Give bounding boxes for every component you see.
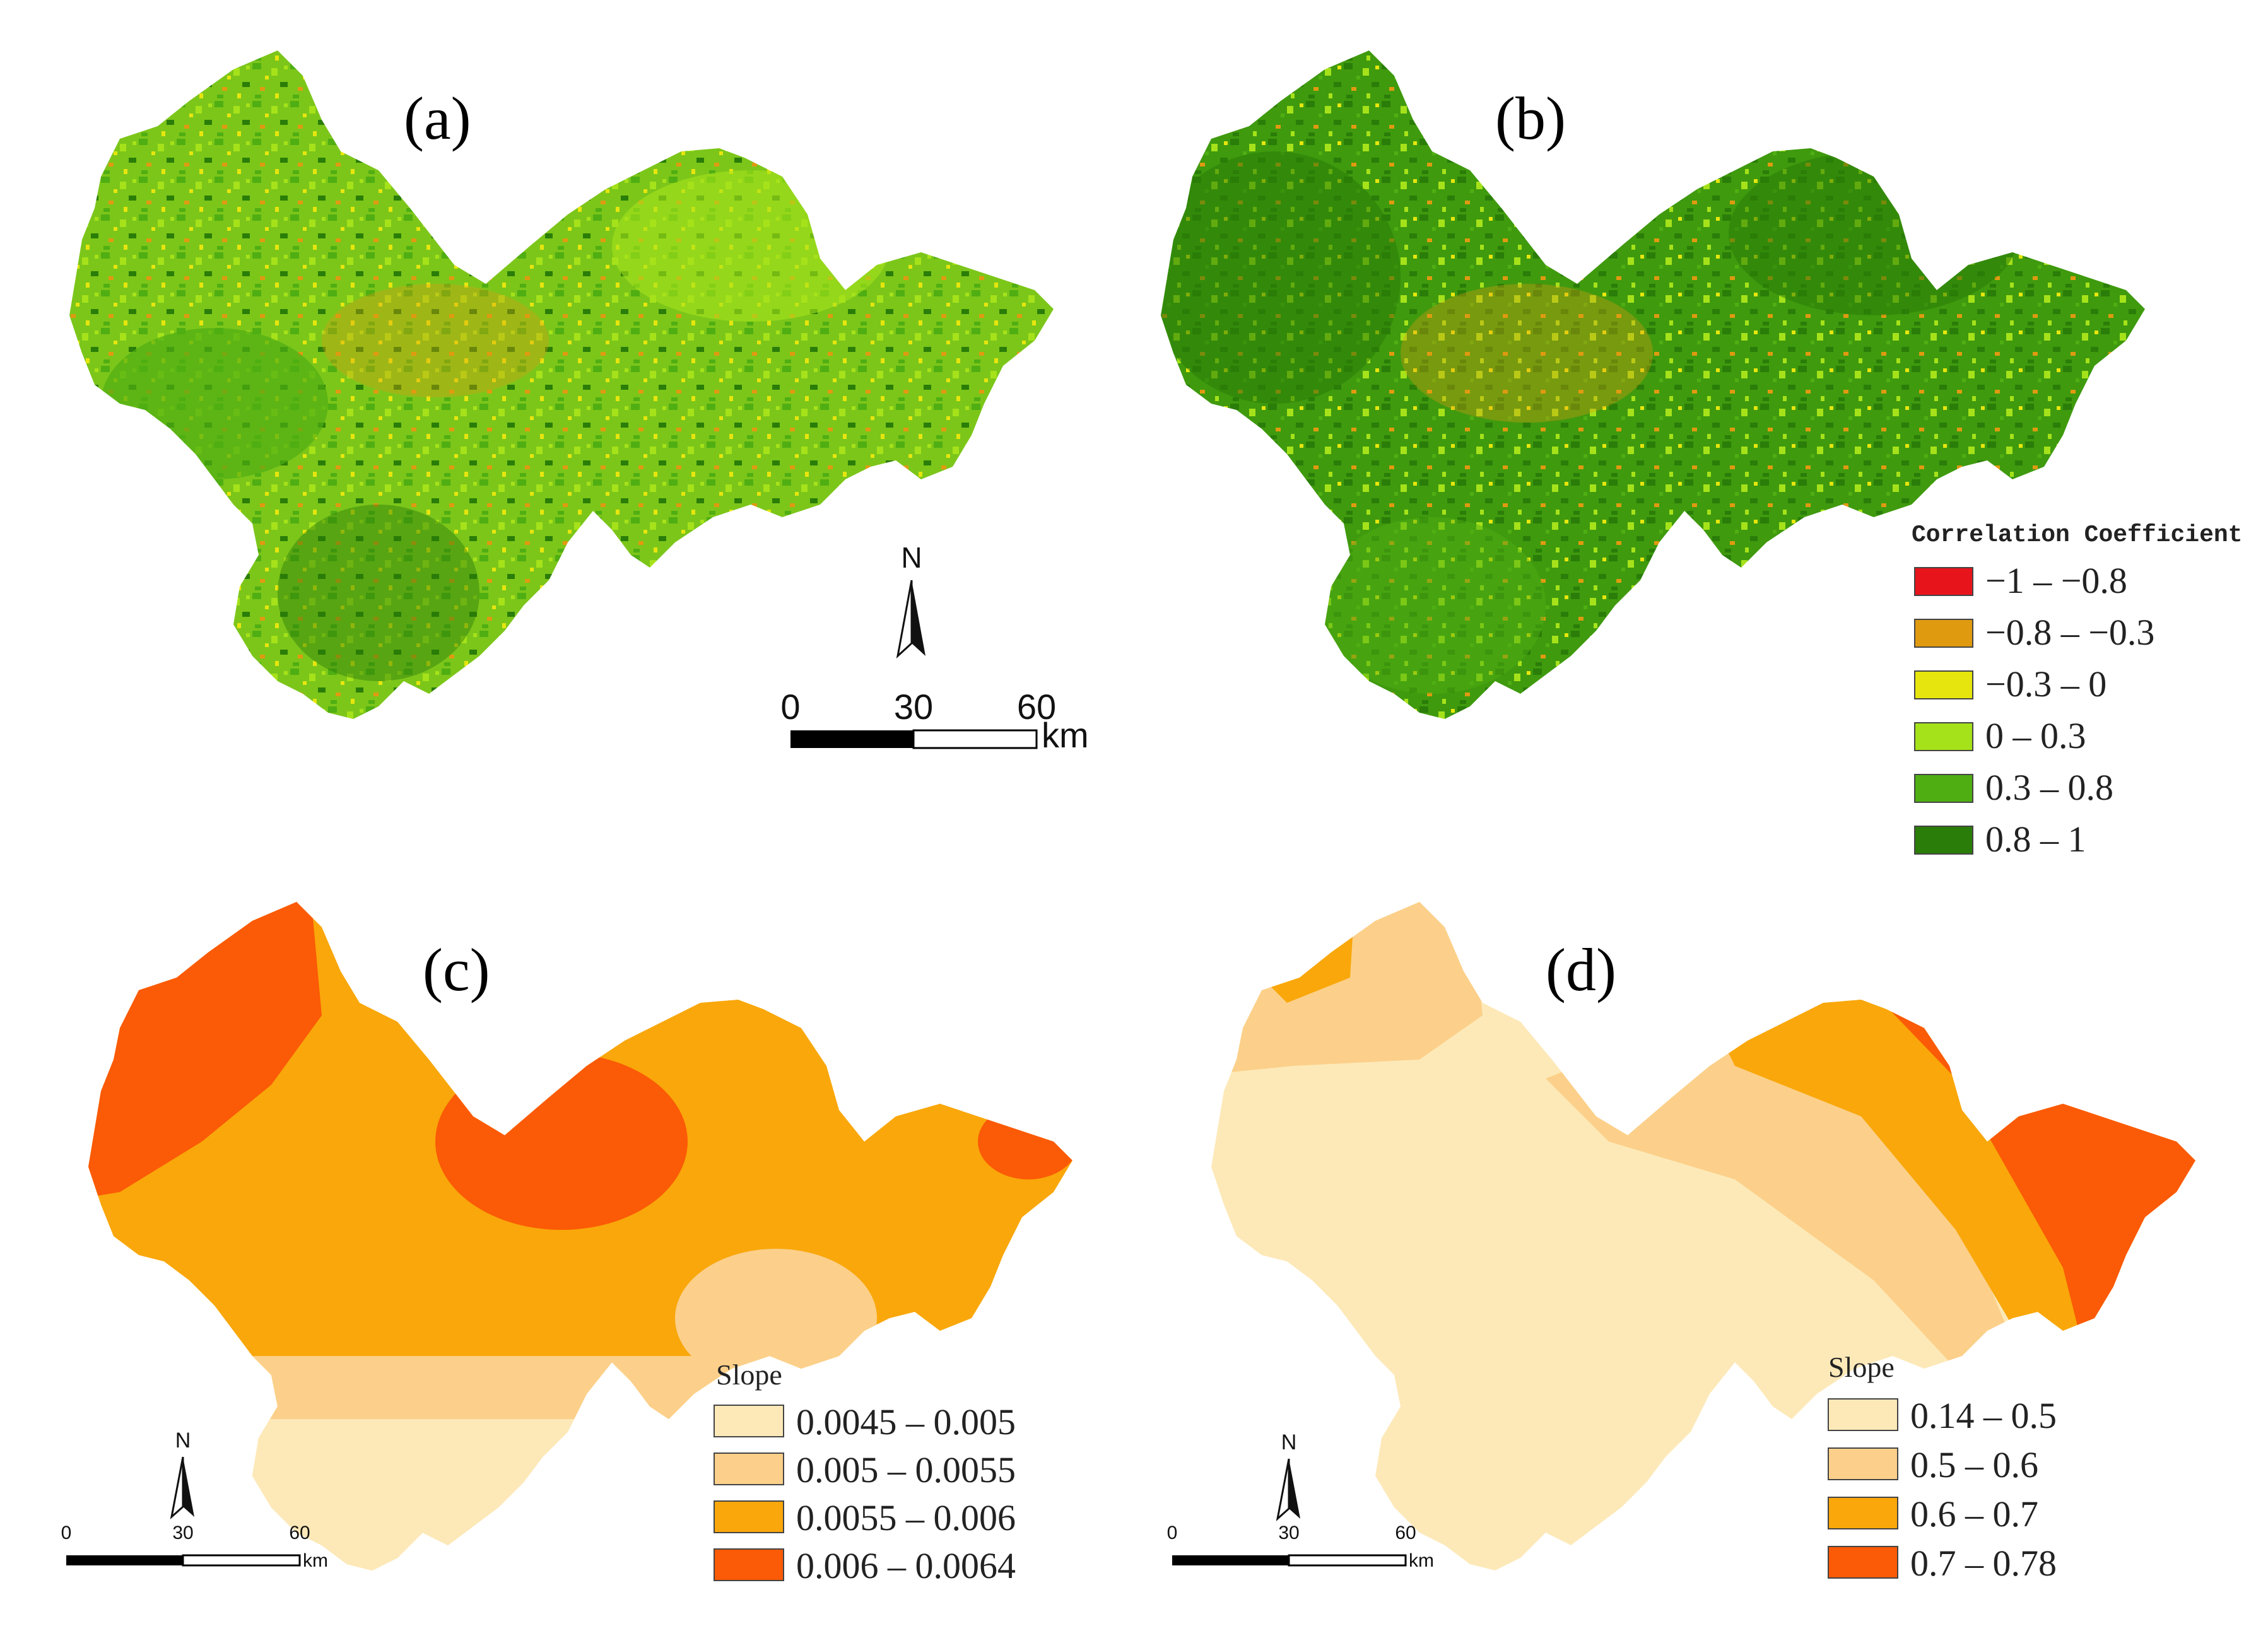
scale-c-tick-30: 30 bbox=[172, 1523, 193, 1543]
scale-d-tick-60: 60 bbox=[1395, 1523, 1416, 1543]
legend-slope-c-swatch-2 bbox=[714, 1500, 784, 1533]
panel-label-d: (d) bbox=[1546, 936, 1616, 1003]
north-arrow-d: N bbox=[1276, 1430, 1300, 1522]
legend-correlation-label-2: −0.3 – 0 bbox=[1985, 664, 2106, 704]
legend-correlation-label-0: −1 – −0.8 bbox=[1985, 560, 2127, 601]
legend-correlation-swatch-4 bbox=[1914, 774, 1973, 803]
scale-d-tick-0: 0 bbox=[1167, 1523, 1178, 1543]
north-arrow-icon-c bbox=[183, 1457, 194, 1517]
legend-slope-c-label-1: 0.005 – 0.0055 bbox=[796, 1449, 1016, 1490]
legend-correlation-swatch-1 bbox=[1914, 619, 1973, 648]
scale-d-tick-30: 30 bbox=[1278, 1523, 1299, 1543]
scale-tick-60: 60 bbox=[1017, 687, 1056, 727]
panel-label-b: (b) bbox=[1495, 85, 1566, 152]
legend-slope-c-label-0: 0.0045 – 0.005 bbox=[796, 1401, 1016, 1442]
scale-tick-30: 30 bbox=[894, 687, 933, 727]
legend-slope-d-swatch-0 bbox=[1828, 1398, 1898, 1431]
legend-correlation-swatch-3 bbox=[1914, 722, 1973, 751]
north-arrow-icon bbox=[912, 580, 925, 656]
scale-c-tick-0: 0 bbox=[61, 1523, 72, 1543]
legend-correlation-label-5: 0.8 – 1 bbox=[1985, 819, 2086, 860]
scale-bar-d: 0 30 60 km bbox=[1167, 1523, 1434, 1571]
north-arrow-c: N bbox=[170, 1429, 194, 1520]
scale-tick-0: 0 bbox=[780, 687, 800, 727]
legend-slope-c: Slope 0.0045 – 0.005 0.005 – 0.0055 0.0055… bbox=[714, 1359, 1016, 1586]
legend-slope-d-label-2: 0.6 – 0.7 bbox=[1910, 1494, 2038, 1535]
legend-correlation-label-1: −0.8 – −0.3 bbox=[1985, 612, 2154, 653]
legend-correlation-label-3: 0 – 0.3 bbox=[1985, 715, 2086, 756]
legend-slope-c-swatch-1 bbox=[714, 1453, 784, 1485]
legend-slope-d-swatch-1 bbox=[1828, 1447, 1898, 1480]
legend-slope-d-label-1: 0.5 – 0.6 bbox=[1910, 1444, 2038, 1485]
north-arrow-icon-d bbox=[1289, 1459, 1300, 1519]
scale-c-unit: km bbox=[303, 1550, 328, 1571]
legend-correlation-label-4: 0.3 – 0.8 bbox=[1985, 767, 2113, 808]
legend-slope-d-items: 0.14 – 0.5 0.5 – 0.6 0.6 – 0.7 0.7 – 0.78 bbox=[1828, 1395, 2057, 1584]
scale-d-unit: km bbox=[1409, 1550, 1434, 1571]
north-label-c: N bbox=[175, 1429, 191, 1453]
map-panel-d: (d) bbox=[1211, 902, 2195, 1570]
north-arrow-ab: N bbox=[896, 541, 925, 659]
scale-unit: km bbox=[1042, 715, 1089, 755]
legend-slope-d-swatch-2 bbox=[1828, 1497, 1898, 1529]
scale-bar-ab: 0 30 60 km bbox=[780, 687, 1088, 755]
legend-slope-c-title: Slope bbox=[716, 1359, 782, 1391]
legend-slope-d-label-0: 0.14 – 0.5 bbox=[1910, 1395, 2057, 1436]
legend-correlation-swatch-5 bbox=[1914, 826, 1973, 855]
legend-slope-c-label-3: 0.006 – 0.0064 bbox=[796, 1545, 1016, 1586]
legend-slope-d-label-3: 0.7 – 0.78 bbox=[1910, 1543, 2057, 1584]
legend-slope-c-swatch-3 bbox=[714, 1548, 784, 1581]
north-label-d: N bbox=[1281, 1430, 1297, 1454]
legend-correlation: Correlation Coefficient −1 – −0.8 −0.8 – … bbox=[1912, 522, 2243, 860]
legend-slope-d-title: Slope bbox=[1828, 1351, 1895, 1383]
scale-bar-c: 0 30 60 km bbox=[61, 1523, 328, 1571]
panel-label-a: (a) bbox=[404, 85, 471, 152]
scale-c-tick-60: 60 bbox=[289, 1523, 310, 1543]
legend-correlation-title: Correlation Coefficient bbox=[1912, 522, 2243, 549]
panel-label-c: (c) bbox=[423, 936, 490, 1003]
legend-slope-c-label-2: 0.0055 – 0.006 bbox=[796, 1497, 1016, 1538]
legend-slope-c-items: 0.0045 – 0.005 0.005 – 0.0055 0.0055 – 0.0… bbox=[714, 1401, 1016, 1586]
legend-correlation-swatch-2 bbox=[1914, 670, 1973, 699]
legend-slope-c-swatch-0 bbox=[714, 1405, 784, 1437]
legend-slope-d: Slope 0.14 – 0.5 0.5 – 0.6 0.6 – 0.7 0.7 – … bbox=[1828, 1351, 2057, 1584]
legend-correlation-swatch-0 bbox=[1914, 567, 1973, 596]
north-label: N bbox=[901, 541, 922, 574]
legend-correlation-items: −1 – −0.8 −0.8 – −0.3 −0.3 – 0 0 – 0.3 0.3 –… bbox=[1914, 560, 2154, 860]
legend-slope-d-swatch-3 bbox=[1828, 1546, 1898, 1579]
